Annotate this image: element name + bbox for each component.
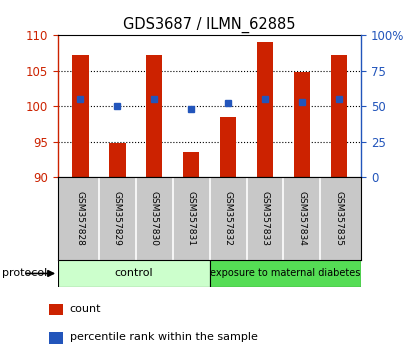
Bar xyxy=(109,143,125,177)
Title: GDS3687 / ILMN_62885: GDS3687 / ILMN_62885 xyxy=(123,16,296,33)
Bar xyxy=(294,72,310,177)
Text: count: count xyxy=(70,303,101,314)
Text: GSM357835: GSM357835 xyxy=(334,191,343,246)
Text: control: control xyxy=(115,268,153,279)
Text: percentile rank within the sample: percentile rank within the sample xyxy=(70,332,258,342)
Bar xyxy=(49,304,63,315)
Text: GSM357828: GSM357828 xyxy=(76,191,85,246)
Text: GSM357834: GSM357834 xyxy=(298,191,306,246)
Text: exposure to maternal diabetes: exposure to maternal diabetes xyxy=(210,268,361,279)
Bar xyxy=(257,42,273,177)
Text: GSM357832: GSM357832 xyxy=(224,191,232,246)
Bar xyxy=(72,55,88,177)
Text: GSM357829: GSM357829 xyxy=(113,191,122,246)
Text: protocol: protocol xyxy=(2,268,47,278)
Bar xyxy=(49,332,63,344)
Bar xyxy=(210,260,361,287)
Text: GSM357830: GSM357830 xyxy=(150,191,159,246)
Text: GSM357831: GSM357831 xyxy=(187,191,195,246)
Bar xyxy=(220,117,237,177)
Bar xyxy=(183,152,200,177)
Bar xyxy=(146,55,162,177)
Bar xyxy=(331,55,347,177)
Text: GSM357833: GSM357833 xyxy=(261,191,269,246)
Bar xyxy=(58,260,210,287)
